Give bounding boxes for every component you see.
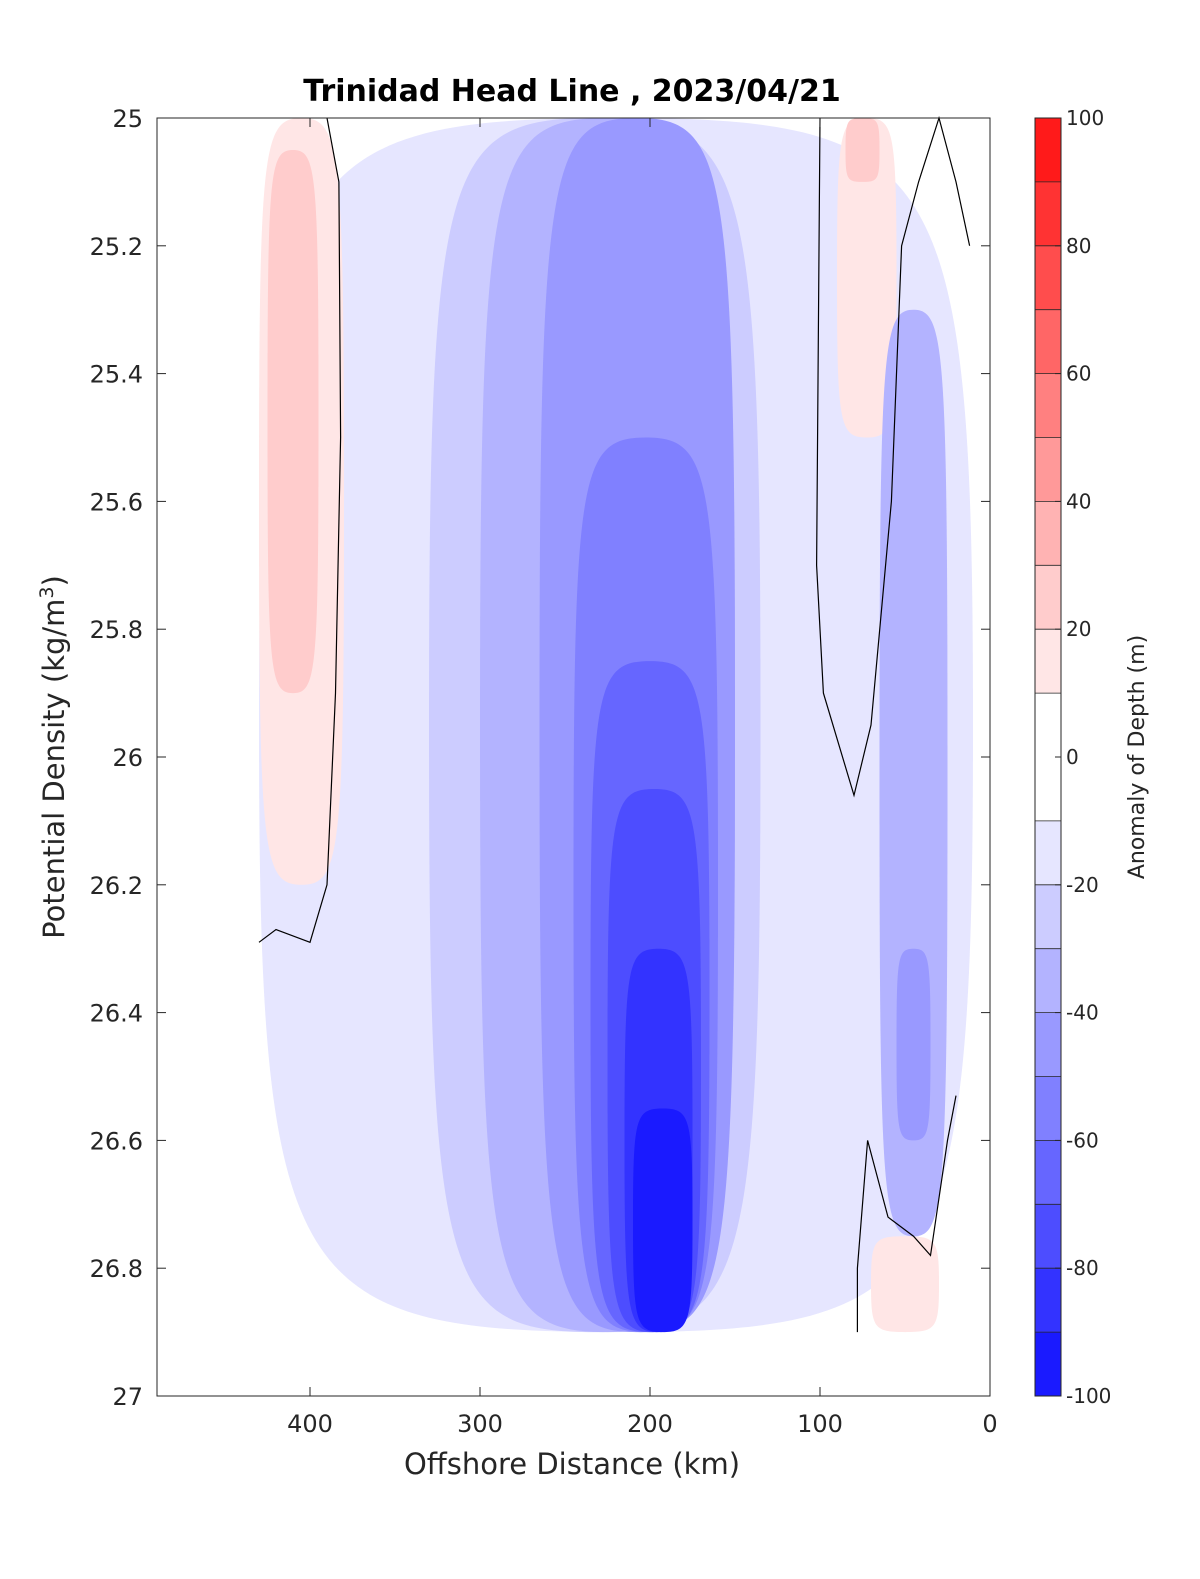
chart-title: Trinidad Head Line , 2023/04/21 (303, 74, 840, 109)
zero-contour-lines (258, 115, 971, 1333)
contour-fills (259, 118, 973, 1333)
zero-contour-deep (856, 1095, 957, 1333)
y-tick-label: 25.4 (90, 361, 143, 389)
colorbar-segment (1035, 629, 1061, 694)
y-tick-label: 26.4 (90, 1000, 143, 1028)
colorbar-tick-label: -40 (1066, 1001, 1099, 1025)
colorbar-segment (1035, 884, 1061, 949)
colorbar-segment (1035, 437, 1061, 502)
colorbar-segment (1035, 118, 1061, 182)
colorbar-tick-label: -60 (1066, 1128, 1099, 1152)
zero-contour-offshore (258, 117, 342, 944)
colorbar-segment (1035, 1204, 1061, 1269)
contour-region-inshore-negative (879, 309, 948, 1237)
colorbar: 100 80 60 40 20 0 -20 -40 -60 -80 -100 (1034, 106, 1111, 1408)
colorbar-segment (1035, 1332, 1061, 1396)
y-tick-label: 25.2 (90, 233, 143, 261)
colorbar-tick-label: -80 (1066, 1256, 1099, 1280)
y-tick-label: 26.2 (90, 872, 143, 900)
zero-contour-coastal (815, 115, 971, 798)
colorbar-segment (1035, 181, 1061, 246)
colorbar-tick-label: 20 (1066, 617, 1091, 641)
colorbar-segment (1035, 245, 1061, 310)
contour-region-core (633, 1108, 693, 1333)
colorbar-segment (1035, 820, 1061, 885)
colorbar-tick-label: 60 (1066, 362, 1091, 386)
colorbar-segment (1035, 501, 1061, 566)
colorbar-segment (1035, 948, 1061, 1013)
colorbar-segment (1035, 1076, 1061, 1141)
contour-region-offshore-positive-core (267, 149, 319, 694)
y-axis-label: Potential Density (kg/m3) (36, 575, 71, 939)
x-tick-label: 200 (627, 1410, 673, 1438)
colorbar-tick-label: 100 (1066, 106, 1104, 130)
y-tick-label: 26.8 (90, 1255, 143, 1283)
colorbar-segment (1035, 309, 1061, 374)
colorbar-segment (1035, 565, 1061, 630)
colorbar-tick-label: 40 (1066, 489, 1091, 513)
plot-area (156, 115, 991, 1397)
x-tick-label: 0 (982, 1410, 997, 1438)
y-axis-ticks: 25 25.2 25.4 25.6 25.8 26 26.2 26.4 26.6 26.8 27 (90, 105, 990, 1411)
colorbar-segment (1035, 1140, 1061, 1205)
y-tick-label: 26.6 (90, 1127, 143, 1155)
colorbar-tick-label: -100 (1066, 1384, 1111, 1408)
contour-region-inshore-negative-core (896, 948, 931, 1141)
y-tick-label: 26 (112, 744, 143, 772)
x-axis-ticks: 400 300 200 100 0 (287, 118, 998, 1438)
y-tick-label: 25.6 (90, 488, 143, 516)
contour-region-coastal-positive (837, 118, 897, 438)
colorbar-segment (1035, 1012, 1061, 1077)
colorbar-label: Anomaly of Depth (m) (1125, 635, 1150, 879)
colorbar-tick-label: 0 (1066, 745, 1079, 769)
colorbar-segment (1035, 373, 1061, 438)
x-axis-label: Offshore Distance (km) (404, 1447, 740, 1481)
colorbar-tick-label: 80 (1066, 234, 1091, 258)
x-tick-label: 100 (797, 1410, 843, 1438)
contour-region-coastal-positive-core (845, 118, 880, 182)
contour-region-deep-coastal-positive (871, 1236, 939, 1333)
colorbar-segment (1035, 1268, 1061, 1333)
x-tick-label: 300 (457, 1410, 503, 1438)
y-tick-label: 25.8 (90, 616, 143, 644)
y-tick-label: 27 (112, 1383, 143, 1411)
y-tick-label: 25 (112, 105, 143, 133)
colorbar-tick-label: -20 (1066, 873, 1099, 897)
x-tick-label: 400 (287, 1410, 333, 1438)
